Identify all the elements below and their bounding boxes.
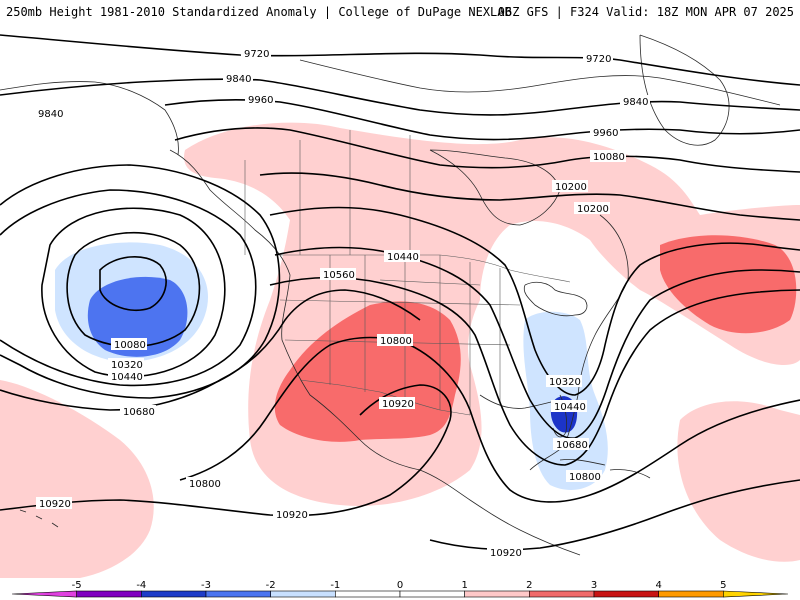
positive-anomaly-pacific — [0, 380, 154, 578]
contour-label: 10800 — [189, 479, 221, 490]
contour-pacific-low-outer — [41, 207, 226, 378]
contour-label: 10560 — [323, 270, 355, 281]
map-title: 250mb Height 1981-2010 Standardized Anom… — [6, 5, 512, 19]
positive-anomaly-northeast-core — [660, 235, 797, 334]
contour-label-layer: 9720 9720 9840 9840 9840 9960 9960 10080… — [35, 47, 650, 559]
contour-label: 10440 — [111, 372, 143, 383]
title-bar: 250mb Height 1981-2010 Standardized Anom… — [0, 0, 800, 22]
colorbar-segment — [270, 590, 336, 598]
contour-pacific-10320 — [0, 189, 257, 387]
contour-10080-north — [174, 127, 800, 173]
colorbar-tick-label: -2 — [266, 580, 276, 591]
contour-label: 10320 — [549, 377, 581, 388]
colorbar-tick-label: -1 — [330, 580, 340, 591]
contour-pacific-low-inner — [99, 255, 167, 312]
colorbar-segment — [464, 590, 530, 598]
colorbar-segment — [529, 590, 595, 598]
contour-label: 10680 — [123, 407, 155, 418]
colorbar-tick-label: 2 — [526, 580, 532, 591]
colorbar-tick-label: 5 — [720, 580, 726, 591]
contour-label: 9960 — [248, 95, 273, 106]
contour-label: 9960 — [593, 128, 618, 139]
colorbar-segment — [205, 590, 271, 598]
contour-label: 10200 — [577, 204, 609, 215]
contour-label: 10920 — [276, 510, 308, 521]
contour-label: 10200 — [555, 182, 587, 193]
contour-label: 10680 — [556, 440, 588, 451]
hudson-bay — [429, 149, 561, 226]
great-lakes — [523, 281, 588, 317]
colorbar-segment — [658, 590, 724, 598]
anomaly-colorbar: -5 -4 -3 -2 -1 0 1 2 3 4 5 — [0, 578, 800, 600]
contour-9720 — [0, 34, 800, 86]
caribbean-islands — [559, 459, 651, 479]
contour-9840 — [0, 78, 800, 116]
colorbar-canvas: -5 -4 -3 -2 -1 0 1 2 3 4 5 — [11, 580, 789, 598]
contour-pacific-low-mid — [66, 231, 201, 348]
geography-outlines — [0, 34, 781, 556]
map-canvas: 9720 9720 9840 9840 9840 9960 9960 10080… — [0, 34, 800, 578]
colorbar-segment — [335, 590, 401, 598]
positive-anomaly-atlantic-south — [677, 401, 800, 562]
contour-10560 — [269, 276, 800, 466]
model-run-info: 06Z GFS | F324 Valid: 18Z MON APR 07 202… — [497, 5, 794, 19]
contour-label: 9840 — [623, 97, 648, 108]
contour-label: 10920 — [382, 399, 414, 410]
contour-label: 9720 — [244, 49, 269, 60]
contour-label: 10920 — [39, 499, 71, 510]
contour-label: 10080 — [114, 340, 146, 351]
colorbar-tick-label: 1 — [461, 580, 467, 591]
contour-label: 9840 — [226, 74, 251, 85]
contour-10200 — [259, 172, 800, 221]
contour-10920-gulf — [429, 479, 800, 551]
colorbar-segment — [141, 590, 207, 598]
contour-10320-trough — [269, 206, 800, 396]
colorbar-tick-label: 0 — [397, 580, 403, 591]
north-america-west-coast — [169, 149, 581, 556]
colorbar-segment — [399, 590, 465, 598]
contour-label: 10920 — [490, 548, 522, 559]
hawaii — [19, 509, 59, 528]
colorbar-tick-label: -4 — [136, 580, 146, 591]
map-panel: 9720 9720 9840 9840 9840 9960 9960 10080… — [0, 22, 800, 578]
canada-province-lines — [244, 130, 411, 255]
contour-10800 — [179, 336, 800, 503]
contour-pacific-10440 — [0, 164, 281, 399]
colorbar-segment — [723, 590, 789, 598]
alaska-coast — [0, 81, 179, 156]
contour-label: 10800 — [569, 472, 601, 483]
arctic-islands — [299, 59, 781, 106]
colorbar-tick-label: 3 — [591, 580, 597, 591]
contour-label: 9840 — [38, 109, 63, 120]
colorbar-segment — [11, 590, 77, 598]
contour-label: 10800 — [380, 336, 412, 347]
colorbar-tick-label: 4 — [655, 580, 661, 591]
colorbar-tick-label: -5 — [72, 580, 82, 591]
colorbar-segment — [76, 590, 142, 598]
contour-label: 10080 — [593, 152, 625, 163]
contour-label: 9720 — [586, 54, 611, 65]
contour-10920-south — [0, 384, 452, 517]
contour-label: 10440 — [387, 252, 419, 263]
colorbar-tick-label: -3 — [201, 580, 211, 591]
contour-label: 10440 — [554, 402, 586, 413]
colorbar-segment — [593, 590, 659, 598]
contour-label: 10320 — [111, 360, 143, 371]
